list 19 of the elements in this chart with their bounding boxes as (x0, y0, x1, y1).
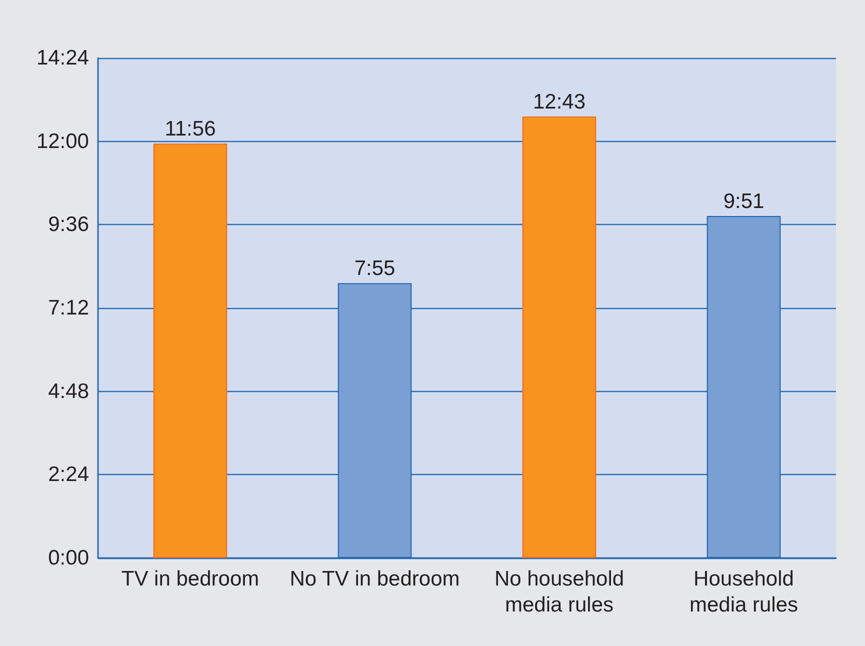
y-tick-label: 4:48 (48, 380, 89, 403)
bar (338, 283, 412, 558)
x-tick-label: No TV in bedroom (290, 568, 460, 590)
data-label: 7:55 (354, 257, 396, 280)
y-tick-label: 7:12 (48, 296, 89, 320)
x-tick-label: No household media rules (494, 568, 624, 616)
y-tick-label: 0:00 (48, 546, 89, 570)
x-tick-label: Household media rules (689, 568, 798, 616)
y-tick-label: 12:00 (36, 130, 89, 153)
x-tick-label: TV in bedroom (121, 568, 260, 590)
y-tick-label: 2:24 (48, 463, 90, 486)
bar (153, 144, 228, 558)
data-label: 9:51 (723, 190, 764, 213)
y-tick-label: 9:36 (48, 213, 89, 236)
bar (522, 116, 596, 558)
data-label: 11:56 (164, 118, 216, 141)
data-label: 12:43 (532, 90, 586, 114)
bar (706, 216, 781, 558)
y-tick-label: 14:24 (36, 46, 90, 70)
